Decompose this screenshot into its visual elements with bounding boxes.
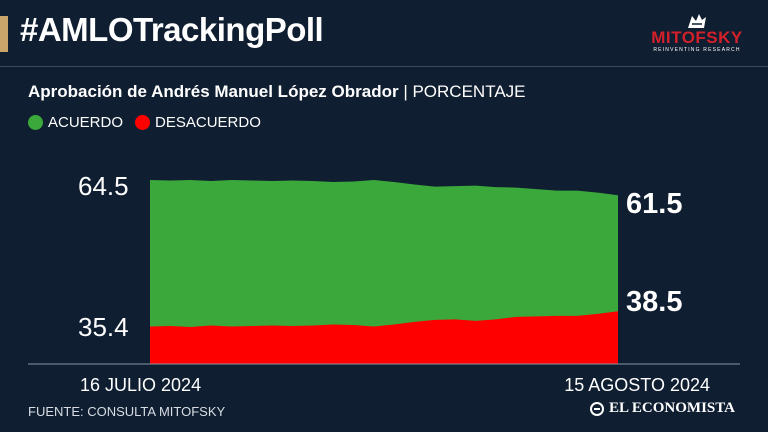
subtitle-separator: | — [403, 82, 408, 101]
title-accent-bar — [0, 16, 8, 52]
legend-label-desacuerdo: DESACUERDO — [155, 114, 261, 131]
brand-label: EL ECONOMISTA — [609, 400, 735, 416]
logo-wordmark: MITOFSKY — [651, 28, 743, 47]
subtitle-unit: PORCENTAJE — [412, 82, 526, 101]
globe-icon — [590, 401, 604, 416]
end-label-desacuerdo: 38.5 — [626, 286, 682, 318]
y-tick-label-top: 64.5 — [78, 171, 129, 201]
mitofsky-logo: MITOFSKY REINVENTING RESEARCH — [648, 12, 746, 58]
end-label-acuerdo: 61.5 — [626, 188, 682, 220]
chart-subtitle: Aprobación de Andrés Manuel López Obrado… — [28, 82, 526, 102]
legend-swatch-desacuerdo — [135, 115, 151, 130]
y-tick-label-bottom: 35.4 — [78, 312, 129, 342]
subtitle-main: Aprobación de Andrés Manuel López Obrado… — [28, 82, 399, 101]
header-divider — [0, 66, 768, 67]
source-note: FUENTE: CONSULTA MITOFSKY — [28, 404, 226, 419]
el-economista-brand: EL ECONOMISTA — [590, 400, 735, 417]
chart-legend: ACUERDO DESACUERDO — [28, 114, 273, 131]
legend-item-acuerdo: ACUERDO — [28, 114, 123, 131]
tiger-icon — [688, 14, 706, 28]
area-series-desacuerdo — [150, 311, 618, 364]
x-label-start: 16 JULIO 2024 — [80, 375, 201, 395]
x-label-end: 15 AGOSTO 2024 — [564, 375, 710, 395]
legend-swatch-acuerdo — [28, 115, 43, 130]
legend-item-desacuerdo: DESACUERDO — [135, 114, 261, 131]
page-title: #AMLOTrackingPoll — [20, 11, 324, 48]
legend-label-acuerdo: ACUERDO — [48, 114, 124, 131]
logo-tagline: REINVENTING RESEARCH — [653, 47, 741, 53]
area-series-acuerdo — [150, 180, 618, 364]
